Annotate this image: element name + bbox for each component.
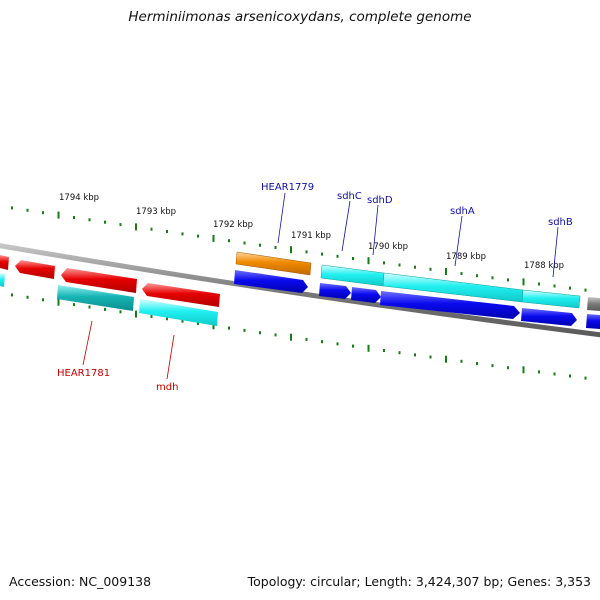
kbp-label-1792: 1792 kbp	[213, 220, 253, 230]
leader-sdhc	[341, 200, 351, 252]
backbone-arc	[0, 243, 600, 338]
gene-cyan-mdh[interactable]	[139, 299, 218, 326]
forward-strand-arrows	[234, 270, 600, 329]
gene-edge-grey[interactable]	[587, 297, 600, 311]
gene-labels: HEAR1779 sdhC sdhD sdhA sdhB HEAR1781 md…	[57, 182, 573, 393]
gene-sdhc-sdhd-cyan[interactable]	[320, 264, 385, 287]
label-leaders	[82, 192, 559, 380]
kbp-label-1791: 1791 kbp	[291, 231, 331, 241]
gene-red-mdh[interactable]	[142, 283, 220, 307]
leader-sdhb	[552, 226, 559, 278]
gene-hear1779[interactable]	[235, 251, 312, 276]
map-title: Herminiimonas arsenicoxydans, complete g…	[128, 9, 472, 25]
label-hear1779[interactable]: HEAR1779	[261, 182, 314, 193]
gene-arrow-sdhb[interactable]	[521, 308, 577, 326]
label-sdha[interactable]: sdhA	[450, 206, 475, 217]
gene-arrow-hear1779[interactable]	[234, 270, 308, 293]
leader-mdh	[166, 334, 175, 380]
label-sdhd[interactable]: sdhD	[367, 195, 393, 206]
gene-arrow-sdhd[interactable]	[351, 287, 381, 303]
kbp-label-1794: 1794 kbp	[59, 193, 99, 203]
leader-hear1779	[277, 192, 286, 244]
gene-arrow-sdhc[interactable]	[319, 283, 351, 299]
kbp-label-1790: 1790 kbp	[368, 242, 408, 252]
leader-sdhd	[372, 204, 379, 256]
leader-sdha	[454, 215, 463, 267]
label-sdhc[interactable]: sdhC	[337, 191, 362, 202]
gene-teal-hear1781[interactable]	[57, 285, 134, 311]
gene-red-1[interactable]	[15, 260, 55, 279]
label-sdhb[interactable]: sdhB	[548, 217, 573, 228]
topology-summary: Topology: circular; Length: 3,424,307 bp…	[247, 574, 591, 589]
gene-sdhb-cyan[interactable]	[521, 289, 581, 309]
kbp-label-1789: 1789 kbp	[446, 252, 486, 262]
accession-text: Accession: NC_009138	[9, 574, 152, 589]
gene-arrow-sdha[interactable]	[380, 291, 520, 319]
leader-hear1781	[82, 320, 93, 366]
gene-cyan-edge[interactable]	[0, 273, 5, 287]
scale-labels: 1794 kbp 1793 kbp 1792 kbp 1791 kbp 1790…	[59, 193, 564, 271]
kbp-label-1788: 1788 kbp	[524, 261, 564, 271]
forward-strand-genes	[235, 251, 600, 311]
label-hear1781[interactable]: HEAR1781	[57, 368, 110, 379]
reverse-strand-genes	[0, 255, 220, 326]
kbp-label-1793: 1793 kbp	[136, 207, 176, 217]
label-mdh[interactable]: mdh	[156, 382, 178, 393]
gene-red-edge[interactable]	[0, 255, 9, 270]
lower-tick-row	[11, 293, 587, 380]
backbone	[0, 243, 600, 338]
gene-red-2[interactable]	[61, 268, 137, 293]
upper-tick-row	[11, 206, 587, 292]
gene-arrow-edge[interactable]	[586, 314, 600, 329]
